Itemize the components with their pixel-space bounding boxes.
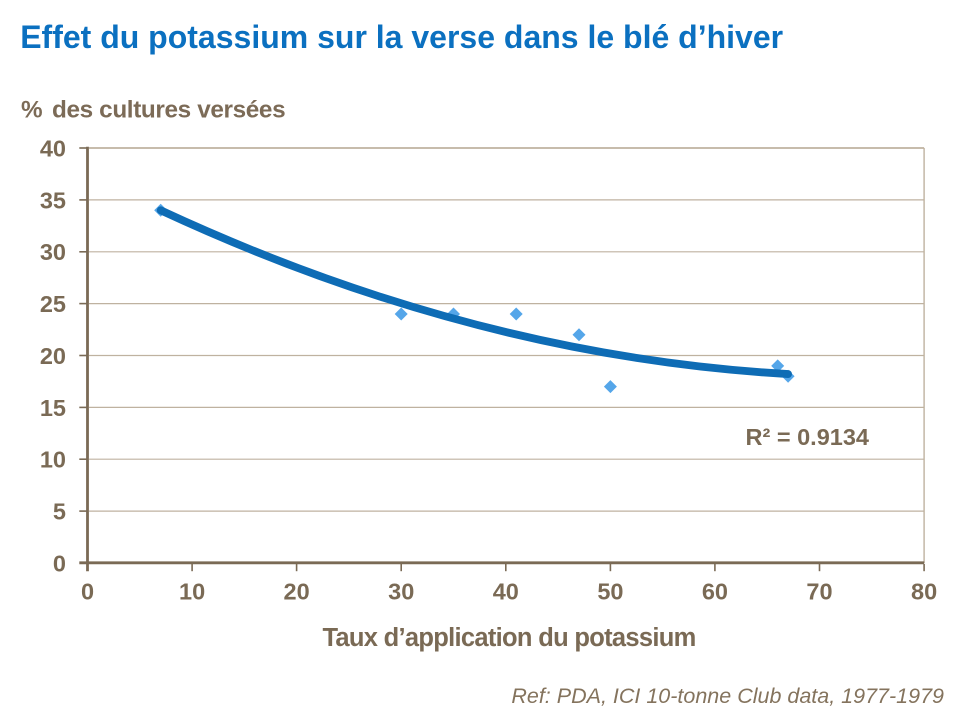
svg-text:80: 80 (911, 579, 937, 605)
svg-text:50: 50 (597, 579, 623, 605)
svg-text:20: 20 (40, 343, 66, 369)
svg-text:35: 35 (40, 187, 66, 213)
svg-text:60: 60 (702, 579, 728, 605)
svg-text:0: 0 (81, 579, 94, 605)
svg-text:Taux d’application du potassiu: Taux d’application du potassium (322, 624, 695, 652)
svg-text:0: 0 (53, 550, 66, 576)
svg-text:R² = 0.9134: R² = 0.9134 (746, 424, 869, 450)
svg-text:70: 70 (806, 579, 832, 605)
svg-text:30: 30 (388, 579, 414, 605)
svg-text:25: 25 (40, 291, 66, 317)
svg-text:Effet du potassium sur la vers: Effet du potassium sur la verse dans le … (20, 19, 783, 55)
svg-text:15: 15 (40, 395, 66, 421)
svg-text:30: 30 (40, 239, 66, 265)
svg-text:10: 10 (179, 579, 205, 605)
svg-text:5: 5 (53, 499, 66, 525)
svg-text:des cultures versées: des cultures versées (52, 96, 285, 123)
svg-text:40: 40 (493, 579, 519, 605)
svg-text:Ref: PDA, ICI 10-tonne Club da: Ref: PDA, ICI 10-tonne Club data, 1977-1… (511, 684, 944, 708)
svg-text:%: % (21, 96, 43, 123)
svg-text:20: 20 (284, 579, 310, 605)
svg-text:10: 10 (40, 447, 66, 473)
svg-text:40: 40 (40, 135, 66, 161)
